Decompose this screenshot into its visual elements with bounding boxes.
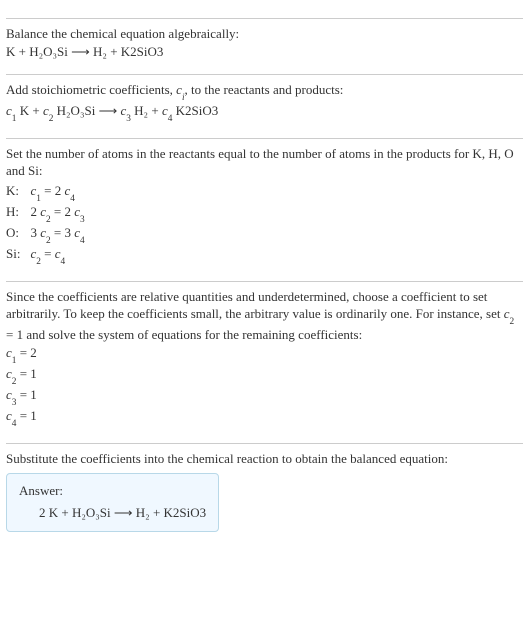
answer-equation: 2 K + H₂O₃Si ⟶ H₂ + K2SiO3: [19, 504, 206, 522]
t: H₂O₃Si ⟶: [53, 103, 120, 118]
element-label: K:: [6, 182, 30, 203]
equation-with-coefs: c1 K + c2 H₂O₃Si ⟶ c3 H₂ + c4 K2SiO3: [6, 102, 523, 123]
section-atom-balance: Set the number of atoms in the reactants…: [6, 138, 523, 267]
answer-label: Answer:: [19, 482, 206, 500]
equation-unbalanced: K + H₂O₃Si ⟶ H₂ + K2SiO3: [6, 43, 523, 61]
sub: 1: [12, 114, 17, 124]
element-label: Si:: [6, 245, 30, 266]
coefficient-value: c3 = 1: [6, 386, 523, 407]
instruction-text: Since the coefficients are relative quan…: [6, 288, 523, 344]
table-row: K:c1 = 2 c4: [6, 182, 91, 203]
text: Add stoichiometric coefficients,: [6, 82, 176, 97]
t: K +: [16, 103, 42, 118]
instruction-text: Substitute the coefficients into the che…: [6, 450, 523, 468]
table-row: O:3 c2 = 3 c4: [6, 224, 91, 245]
coefficients-block: c1 = 2c2 = 1c3 = 1c4 = 1: [6, 344, 523, 429]
balance-equation: 3 c2 = 3 c4: [30, 224, 90, 245]
section-substitute: Substitute the coefficients into the che…: [6, 443, 523, 533]
c: c: [43, 103, 49, 118]
t: H₂ +: [131, 103, 162, 118]
sub: 3: [126, 114, 131, 124]
section-balance: Balance the chemical equation algebraica…: [6, 18, 523, 60]
c: c: [6, 103, 12, 118]
table-row: Si:c2 = c4: [6, 245, 91, 266]
var-i: i: [182, 93, 185, 103]
section-solve: Since the coefficients are relative quan…: [6, 281, 523, 429]
coefficient-value: c4 = 1: [6, 407, 523, 428]
balance-equation: 2 c2 = 2 c3: [30, 203, 90, 224]
atom-balance-table: K:c1 = 2 c4H:2 c2 = 2 c3O:3 c2 = 3 c4Si:…: [6, 182, 91, 267]
instruction-text: Balance the chemical equation algebraica…: [6, 25, 523, 43]
section-add-coefficients: Add stoichiometric coefficients, c i, to …: [6, 74, 523, 123]
coefficient-value: c1 = 2: [6, 344, 523, 365]
text: = 1 and solve the system of equations fo…: [6, 327, 362, 342]
text: , to the reactants and products:: [185, 82, 344, 97]
element-label: O:: [6, 224, 30, 245]
c: c: [162, 103, 168, 118]
t: K2SiO3: [172, 103, 218, 118]
answer-box: Answer: 2 K + H₂O₃Si ⟶ H₂ + K2SiO3: [6, 473, 219, 532]
element-label: H:: [6, 203, 30, 224]
text: Since the coefficients are relative quan…: [6, 289, 504, 322]
balance-equation: c1 = 2 c4: [30, 182, 90, 203]
sub: 2: [49, 114, 54, 124]
instruction-text: Add stoichiometric coefficients, ci, to …: [6, 81, 523, 102]
sub: 4: [168, 114, 173, 124]
sub: 2: [510, 317, 515, 327]
instruction-text: Set the number of atoms in the reactants…: [6, 145, 523, 180]
balance-equation: c2 = c4: [30, 245, 90, 266]
coefficient-value: c2 = 1: [6, 365, 523, 386]
table-row: H:2 c2 = 2 c3: [6, 203, 91, 224]
c: c: [504, 306, 510, 321]
